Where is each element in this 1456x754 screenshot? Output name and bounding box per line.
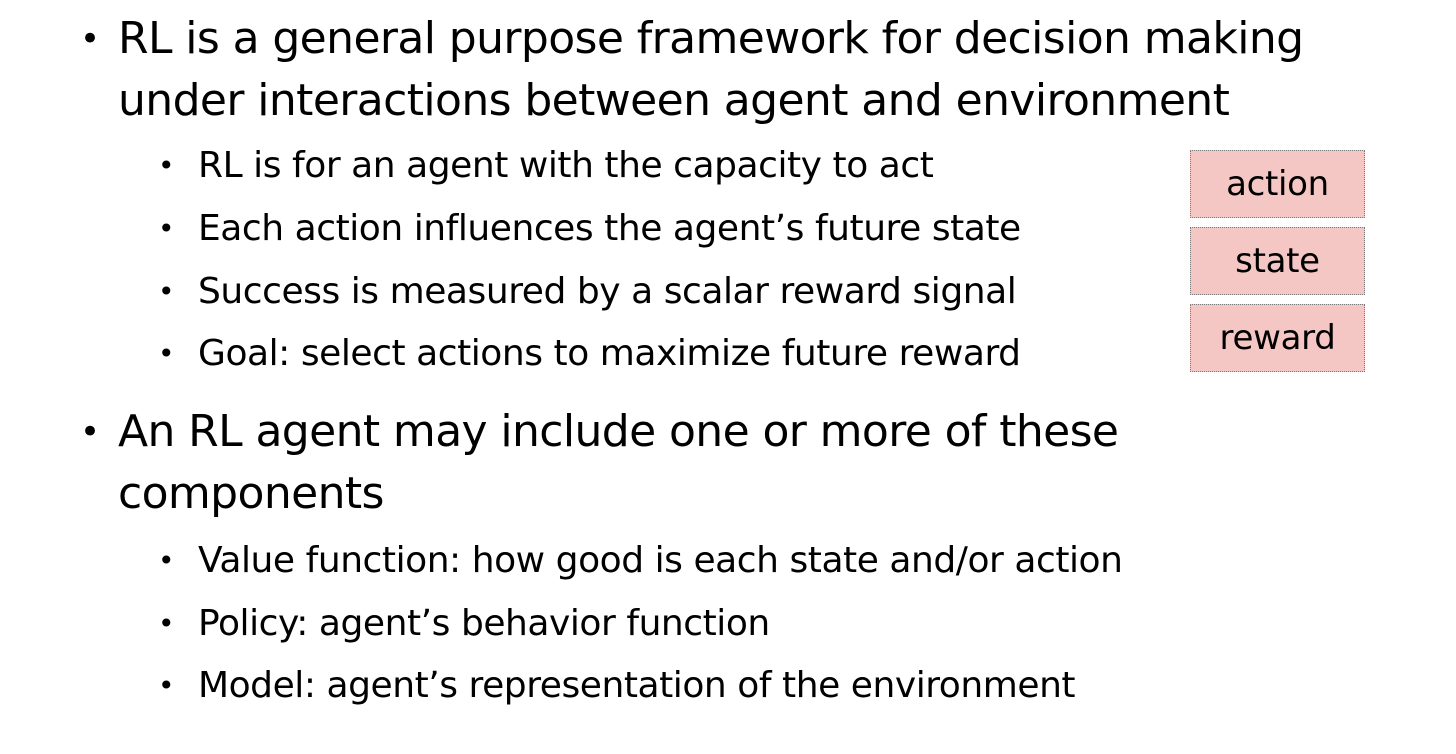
section1-heading-line1: RL is a general purpose framework for de…	[118, 13, 1304, 64]
bullet-icon: •	[158, 212, 175, 245]
tag-reward: reward	[1190, 304, 1365, 372]
bullet-icon: •	[158, 149, 175, 182]
list-item: • Model: agent’s representation of the en…	[158, 661, 1076, 711]
list-item-text: Each action influences the agent’s futur…	[198, 208, 1021, 249]
list-item: • RL is for an agent with the capacity to…	[158, 141, 934, 191]
bullet-icon: •	[158, 607, 175, 640]
bullet-icon: •	[158, 337, 175, 370]
section1-heading-line2: under interactions between agent and env…	[118, 75, 1230, 126]
bullet-icon: •	[80, 412, 100, 452]
list-item: • Goal: select actions to maximize future…	[158, 329, 1021, 379]
list-item-text: Model: agent’s representation of the env…	[198, 665, 1076, 706]
section1-heading: • RL is a general purpose framework for …	[80, 8, 1304, 132]
bullet-icon: •	[158, 669, 175, 702]
list-item-text: Value function: how good is each state a…	[198, 540, 1123, 581]
list-item-text: Goal: select actions to maximize future …	[198, 333, 1021, 374]
bullet-icon: •	[158, 544, 175, 577]
tag-state: state	[1190, 227, 1365, 295]
section2-heading-line2: components	[118, 468, 384, 519]
list-item: • Policy: agent’s behavior function	[158, 599, 770, 649]
list-item-text: RL is for an agent with the capacity to …	[198, 145, 934, 186]
list-item: • Value function: how good is each state …	[158, 536, 1123, 586]
list-item: • Success is measured by a scalar reward …	[158, 267, 1017, 317]
tag-action: action	[1190, 150, 1365, 218]
list-item-text: Success is measured by a scalar reward s…	[198, 271, 1017, 312]
list-item: • Each action influences the agent’s futu…	[158, 204, 1021, 254]
list-item-text: Policy: agent’s behavior function	[198, 603, 770, 644]
section2-heading: • An RL agent may include one or more of…	[80, 401, 1119, 525]
bullet-icon: •	[80, 19, 100, 59]
bullet-icon: •	[158, 275, 175, 308]
section2-heading-line1: An RL agent may include one or more of t…	[118, 406, 1119, 457]
